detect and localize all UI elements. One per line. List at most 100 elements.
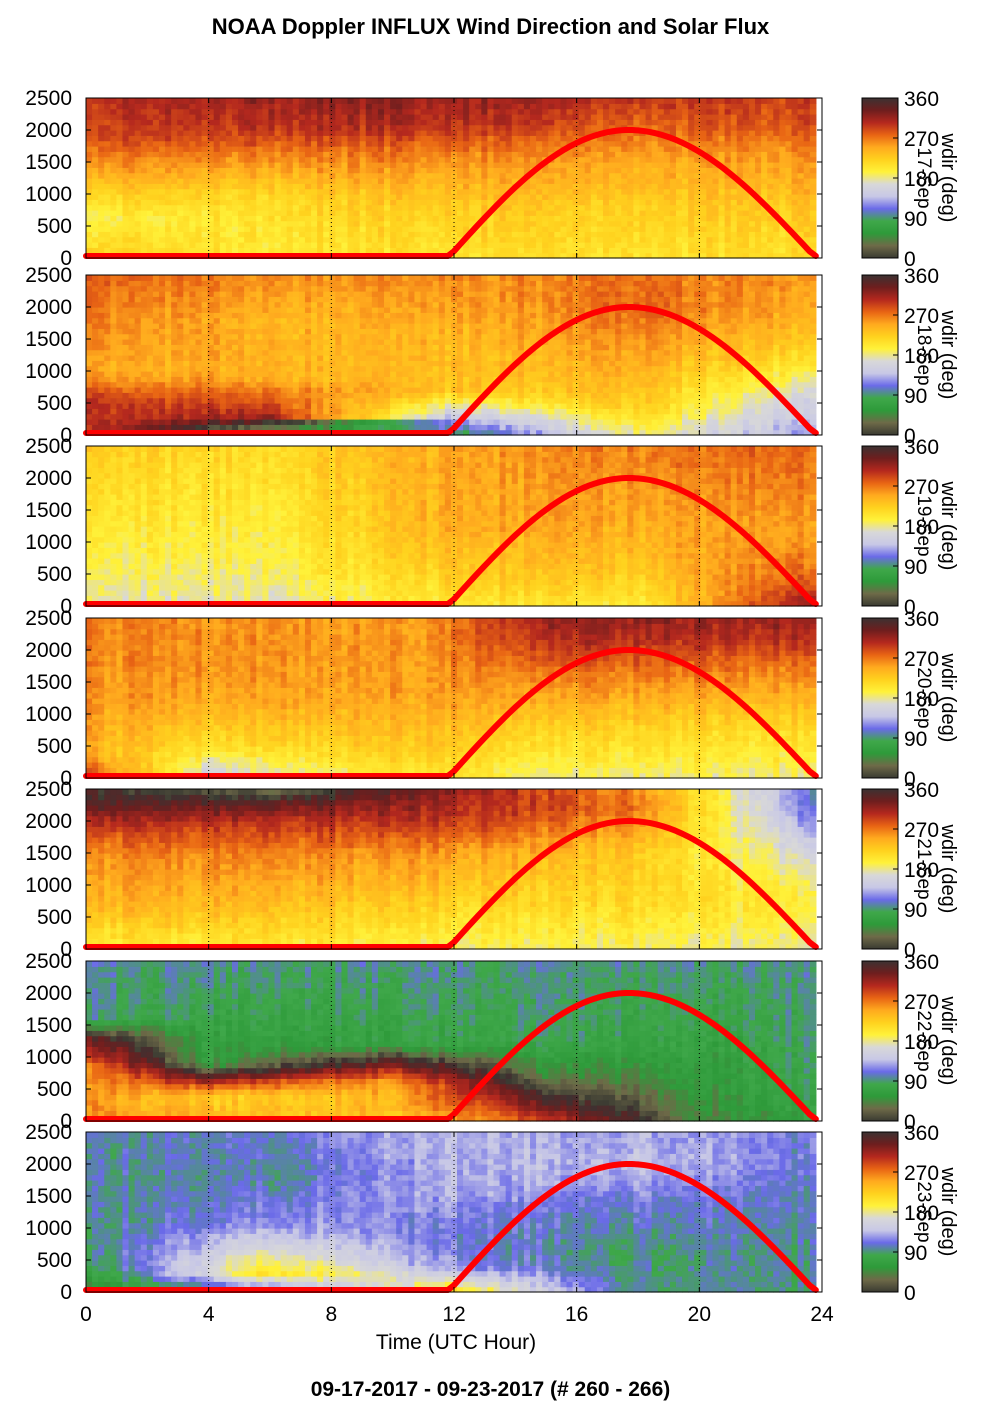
heatmap-cell <box>633 237 640 243</box>
heatmap-cell <box>706 141 713 147</box>
heatmap-cell <box>603 226 610 232</box>
heatmap-cell <box>268 286 275 292</box>
heatmap-cell <box>554 247 561 253</box>
heatmap-cell <box>104 307 111 313</box>
heatmap-cell <box>427 178 434 184</box>
heatmap-cell <box>287 280 294 286</box>
heatmap-cell <box>135 366 142 372</box>
heatmap-cell <box>238 231 245 237</box>
heatmap-cell <box>348 296 355 302</box>
heatmap-cell <box>354 130 361 136</box>
heatmap-cell <box>737 141 744 147</box>
heatmap-cell <box>323 146 330 152</box>
heatmap-cell <box>287 247 294 253</box>
heatmap-cell <box>354 215 361 221</box>
heatmap-cell <box>250 334 257 340</box>
heatmap-cell <box>226 194 233 200</box>
heatmap-cell <box>104 334 111 340</box>
heatmap-cell <box>183 403 190 409</box>
heatmap-cell <box>86 355 93 361</box>
heatmap-cell <box>299 398 306 404</box>
heatmap-cell <box>445 125 452 131</box>
heatmap-cell <box>287 226 294 232</box>
heatmap-cell <box>141 125 148 131</box>
heatmap-cell <box>98 318 105 324</box>
heatmap-cell <box>299 221 306 227</box>
heatmap-cell <box>798 210 805 216</box>
heatmap-cell <box>214 135 221 141</box>
heatmap-cell <box>177 98 184 104</box>
heatmap-cell <box>810 114 817 120</box>
heatmap-cell <box>396 242 403 248</box>
heatmap-cell <box>189 339 196 345</box>
heatmap-cell <box>621 226 628 232</box>
heatmap-cell <box>238 323 245 329</box>
heatmap-cell <box>360 194 367 200</box>
heatmap-cell <box>487 98 494 104</box>
heatmap-cell <box>214 318 221 324</box>
heatmap-cell <box>122 215 129 221</box>
heatmap-cell <box>129 403 136 409</box>
heatmap-cell <box>700 189 707 195</box>
heatmap-cell <box>232 355 239 361</box>
heatmap-cell <box>323 312 330 318</box>
heatmap-cell <box>329 226 336 232</box>
heatmap-cell <box>299 141 306 147</box>
heatmap-cell <box>311 146 318 152</box>
heatmap-cell <box>86 392 93 398</box>
heatmap-cell <box>317 334 324 340</box>
heatmap-cell <box>682 162 689 168</box>
heatmap-cell <box>652 247 659 253</box>
heatmap-cell <box>652 109 659 115</box>
heatmap-cell <box>390 109 397 115</box>
heatmap-cell <box>749 215 756 221</box>
heatmap-cell <box>737 119 744 125</box>
heatmap-cell <box>402 237 409 243</box>
heatmap-cell <box>177 318 184 324</box>
heatmap-cell <box>311 199 318 205</box>
heatmap-cell <box>408 157 415 163</box>
heatmap-cell <box>402 247 409 253</box>
heatmap-cell <box>694 167 701 173</box>
heatmap-cell <box>293 205 300 211</box>
heatmap-cell <box>122 221 129 227</box>
heatmap-cell <box>98 146 105 152</box>
heatmap-cell <box>408 194 415 200</box>
heatmap-cell <box>585 103 592 109</box>
heatmap-cell <box>421 135 428 141</box>
heatmap-cell <box>348 215 355 221</box>
heatmap-cell <box>542 114 549 120</box>
heatmap-cell <box>195 114 202 120</box>
heatmap-cell <box>348 312 355 318</box>
heatmap-cell <box>238 130 245 136</box>
heatmap-cell <box>244 328 251 334</box>
heatmap-cell <box>402 167 409 173</box>
heatmap-cell <box>202 242 209 248</box>
heatmap-cell <box>688 173 695 179</box>
heatmap-cell <box>463 221 470 227</box>
heatmap-cell <box>512 157 519 163</box>
heatmap-cell <box>457 157 464 163</box>
heatmap-cell <box>700 221 707 227</box>
heatmap-cell <box>609 119 616 125</box>
heatmap-cell <box>335 221 342 227</box>
heatmap-cell <box>195 302 202 308</box>
heatmap-cell <box>262 135 269 141</box>
heatmap-cell <box>238 286 245 292</box>
heatmap-cell <box>214 237 221 243</box>
heatmap-cell <box>323 114 330 120</box>
heatmap-cell <box>579 130 586 136</box>
heatmap-cell <box>785 98 792 104</box>
heatmap-cell <box>567 215 574 221</box>
heatmap-cell <box>122 237 129 243</box>
heatmap-cell <box>421 119 428 125</box>
heatmap-cell <box>305 360 312 366</box>
heatmap-cell <box>615 146 622 152</box>
heatmap-cell <box>348 210 355 216</box>
heatmap-cell <box>487 173 494 179</box>
heatmap-cell <box>305 237 312 243</box>
heatmap-cell <box>341 371 348 377</box>
heatmap-cell <box>208 141 215 147</box>
heatmap-cell <box>530 189 537 195</box>
heatmap-cell <box>244 408 251 414</box>
